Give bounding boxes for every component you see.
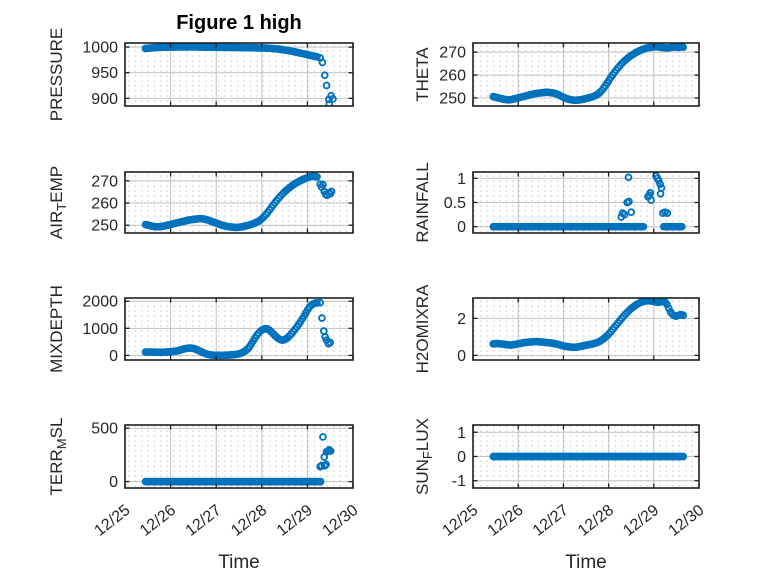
- xlabel-time-right: Time: [565, 552, 607, 573]
- data-series-h2omixra: [489, 298, 688, 352]
- data-series-mixdepth: [141, 298, 335, 360]
- y-tick-label: 2: [457, 311, 466, 328]
- xlabel-time-left: Time: [218, 552, 260, 573]
- y-tick-label: 260: [91, 196, 118, 213]
- y-tick-label: 1000: [82, 40, 118, 57]
- y-tick-label: 260: [439, 68, 466, 85]
- y-tick-label: 250: [439, 90, 466, 107]
- x-tick-label: 12/25: [439, 502, 481, 540]
- tick-marks: [124, 425, 354, 488]
- tick-marks: [124, 43, 354, 106]
- y-tick-label: 1000: [82, 321, 118, 338]
- ylabel-rainfall: RAINFALL: [413, 162, 432, 242]
- data-series-sun_flux: [489, 452, 688, 461]
- subplot-mixdepth: 0 1000 2000 MIXDEPTH: [47, 285, 354, 373]
- tick-marks: [472, 425, 700, 488]
- x-tick-label: 12/27: [183, 502, 225, 540]
- subplot-h2omixra: 0 2 H2OMIXRA: [413, 284, 700, 373]
- y-tick-label: 0: [109, 474, 118, 491]
- x-tick-label: 12/26: [137, 502, 179, 540]
- ylabel-air_temp: AIRTEMP: [47, 166, 69, 239]
- tick-marks: [124, 298, 354, 360]
- y-tick-label: 270: [439, 45, 466, 62]
- axes-border: [472, 297, 700, 361]
- x-tick-label: 12/28: [228, 502, 270, 540]
- subplot-sun_flux: -1 0 1 12/25 12/26 12/27 12/28 12/29 12/30 SUNFLU…: [413, 418, 708, 540]
- data-series-pressure: [141, 43, 337, 106]
- minor-grid: [125, 425, 353, 488]
- x-tick-label: 12/26: [485, 502, 527, 540]
- y-tick-label: 270: [91, 173, 118, 190]
- axes-border: [124, 42, 354, 107]
- y-tick-label: 0.5: [444, 195, 466, 212]
- x-tick-label: 12/25: [91, 502, 133, 540]
- axes-border: [124, 297, 354, 361]
- axes-border: [124, 424, 354, 489]
- y-tick-label: 250: [91, 218, 118, 235]
- y-tick-label: 950: [91, 65, 118, 82]
- subplot-rainfall: 0 0.5 1 RAINFALL: [413, 162, 700, 243]
- subplot-theta: 250 260 270 THETA: [413, 42, 700, 107]
- x-tick-label: 12/30: [665, 502, 707, 540]
- subplot-pressure: 900 950 1000 PRESSURE: [47, 28, 354, 122]
- minor-grid: [125, 43, 353, 106]
- ylabel-mixdepth: MIXDEPTH: [47, 285, 66, 373]
- figure-title: Figure 1 high: [176, 12, 302, 34]
- y-tick-label: 2000: [82, 294, 118, 311]
- tick-marks: [472, 298, 700, 360]
- minor-grid: [473, 298, 699, 360]
- y-tick-label: 900: [91, 91, 118, 108]
- x-tick-label: 12/30: [319, 502, 361, 540]
- y-tick-label: -1: [452, 473, 466, 490]
- tick-marks: [124, 172, 354, 233]
- x-tick-label: 12/29: [620, 502, 662, 540]
- tick-marks: [472, 172, 700, 233]
- y-tick-label: 0: [457, 348, 466, 365]
- ylabel-pressure: PRESSURE: [47, 28, 66, 122]
- subplot-terr_msl: 0 500 12/25 12/26 12/27 12/28 12/29 12/30 TERRMS…: [47, 418, 362, 540]
- x-tick-label: 12/29: [274, 502, 316, 540]
- y-tick-label: 1: [457, 425, 466, 442]
- ylabel-h2omixra: H2OMIXRA: [413, 284, 432, 373]
- y-tick-label: 500: [91, 421, 118, 438]
- ylabel-theta: THETA: [413, 47, 432, 102]
- tick-marks: [472, 43, 700, 106]
- data-series-theta: [489, 43, 688, 105]
- ylabel-terr_msl: TERRMSL: [47, 418, 69, 496]
- x-tick-label: 12/27: [530, 502, 572, 540]
- y-tick-label: 0: [109, 348, 118, 365]
- data-series-terr_msl: [141, 433, 335, 486]
- subplot-air_temp: 250 260 270 AIRTEMP: [47, 166, 354, 239]
- ylabel-sun_flux: SUNFLUX: [413, 418, 435, 495]
- y-tick-label: 0: [457, 219, 466, 236]
- y-tick-label: 0: [457, 449, 466, 466]
- x-tick-label: 12/28: [575, 502, 617, 540]
- y-tick-label: 1: [457, 171, 466, 188]
- data-series-air_temp: [141, 172, 336, 232]
